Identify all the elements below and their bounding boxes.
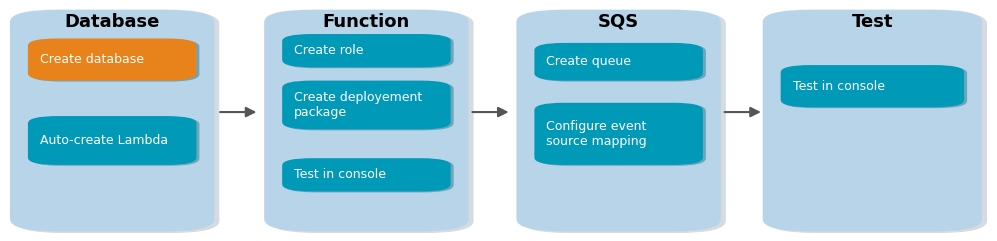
FancyBboxPatch shape: [516, 10, 721, 231]
FancyBboxPatch shape: [781, 65, 964, 107]
FancyBboxPatch shape: [534, 103, 703, 165]
Text: Function: Function: [323, 13, 410, 31]
Text: Create role: Create role: [294, 44, 364, 57]
FancyBboxPatch shape: [264, 10, 469, 231]
Text: Test: Test: [851, 13, 893, 31]
FancyBboxPatch shape: [31, 40, 199, 81]
Text: Database: Database: [65, 13, 160, 31]
FancyBboxPatch shape: [537, 104, 706, 166]
FancyBboxPatch shape: [28, 116, 196, 165]
FancyBboxPatch shape: [269, 11, 474, 233]
Text: Test in console: Test in console: [294, 168, 386, 181]
FancyBboxPatch shape: [285, 81, 454, 130]
Text: Configure event
source mapping: Configure event source mapping: [546, 120, 647, 148]
FancyBboxPatch shape: [784, 66, 967, 108]
Text: Create deployement
package: Create deployement package: [294, 91, 423, 119]
FancyBboxPatch shape: [521, 11, 726, 233]
FancyBboxPatch shape: [282, 158, 451, 191]
Text: Create queue: Create queue: [546, 55, 631, 68]
Text: Create database: Create database: [40, 53, 144, 66]
Text: SQS: SQS: [598, 13, 639, 31]
FancyBboxPatch shape: [768, 11, 987, 233]
FancyBboxPatch shape: [537, 44, 706, 81]
Text: Auto-create Lambda: Auto-create Lambda: [40, 134, 168, 147]
FancyBboxPatch shape: [282, 34, 451, 67]
FancyBboxPatch shape: [10, 10, 214, 231]
FancyBboxPatch shape: [763, 10, 982, 231]
FancyBboxPatch shape: [285, 159, 454, 192]
FancyBboxPatch shape: [15, 11, 219, 233]
FancyBboxPatch shape: [534, 43, 703, 80]
Text: Test in console: Test in console: [793, 80, 884, 93]
FancyBboxPatch shape: [285, 35, 454, 68]
FancyBboxPatch shape: [31, 117, 199, 166]
FancyBboxPatch shape: [282, 80, 451, 129]
FancyBboxPatch shape: [28, 39, 196, 80]
